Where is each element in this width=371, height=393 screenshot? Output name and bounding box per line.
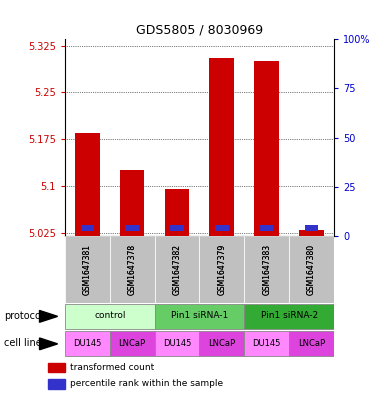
Bar <box>305 224 318 231</box>
Bar <box>165 189 189 236</box>
Text: LNCaP: LNCaP <box>298 339 325 348</box>
Polygon shape <box>39 338 58 350</box>
Bar <box>215 224 229 231</box>
Text: DU145: DU145 <box>163 339 191 348</box>
Bar <box>244 331 289 356</box>
Bar <box>81 224 94 231</box>
Bar <box>65 304 155 329</box>
Bar <box>48 363 65 373</box>
Bar <box>255 61 279 236</box>
Bar <box>110 236 155 303</box>
Text: GSM1647378: GSM1647378 <box>128 244 137 295</box>
Bar <box>125 224 139 231</box>
Polygon shape <box>39 310 58 322</box>
Bar <box>244 236 289 303</box>
Bar <box>65 236 110 303</box>
Text: cell line: cell line <box>4 338 42 348</box>
Text: GSM1647378: GSM1647378 <box>128 244 137 295</box>
Text: Pin1 siRNA-2: Pin1 siRNA-2 <box>260 311 318 320</box>
Text: LNCaP: LNCaP <box>119 339 146 348</box>
Text: DU145: DU145 <box>73 339 102 348</box>
Bar <box>75 133 100 236</box>
Text: protocol: protocol <box>4 311 43 321</box>
Text: GSM1647382: GSM1647382 <box>173 244 181 295</box>
Text: transformed count: transformed count <box>70 363 155 372</box>
Bar <box>200 331 244 356</box>
Bar <box>155 236 200 303</box>
Text: GSM1647381: GSM1647381 <box>83 244 92 295</box>
Bar <box>170 224 184 231</box>
Text: GSM1647383: GSM1647383 <box>262 244 271 295</box>
Bar <box>289 331 334 356</box>
Bar <box>155 331 200 356</box>
Text: GSM1647379: GSM1647379 <box>217 244 226 295</box>
Bar <box>110 331 155 356</box>
Bar <box>244 304 334 329</box>
Text: percentile rank within the sample: percentile rank within the sample <box>70 379 224 388</box>
Text: Pin1 siRNA-1: Pin1 siRNA-1 <box>171 311 228 320</box>
Text: GSM1647383: GSM1647383 <box>262 244 271 295</box>
Text: GSM1647381: GSM1647381 <box>83 244 92 295</box>
Bar <box>289 236 334 303</box>
Bar <box>155 304 244 329</box>
Bar <box>65 331 110 356</box>
Bar <box>260 224 273 231</box>
Text: GSM1647379: GSM1647379 <box>217 244 226 295</box>
Text: GSM1647380: GSM1647380 <box>307 244 316 295</box>
Text: control: control <box>94 311 125 320</box>
Text: GSM1647380: GSM1647380 <box>307 244 316 295</box>
Text: DU145: DU145 <box>253 339 281 348</box>
Bar <box>210 58 234 236</box>
Title: GDS5805 / 8030969: GDS5805 / 8030969 <box>136 24 263 37</box>
Bar <box>299 230 324 236</box>
Text: GSM1647382: GSM1647382 <box>173 244 181 295</box>
Text: LNCaP: LNCaP <box>208 339 235 348</box>
Bar <box>120 170 144 236</box>
Bar <box>48 379 65 389</box>
Bar <box>200 236 244 303</box>
